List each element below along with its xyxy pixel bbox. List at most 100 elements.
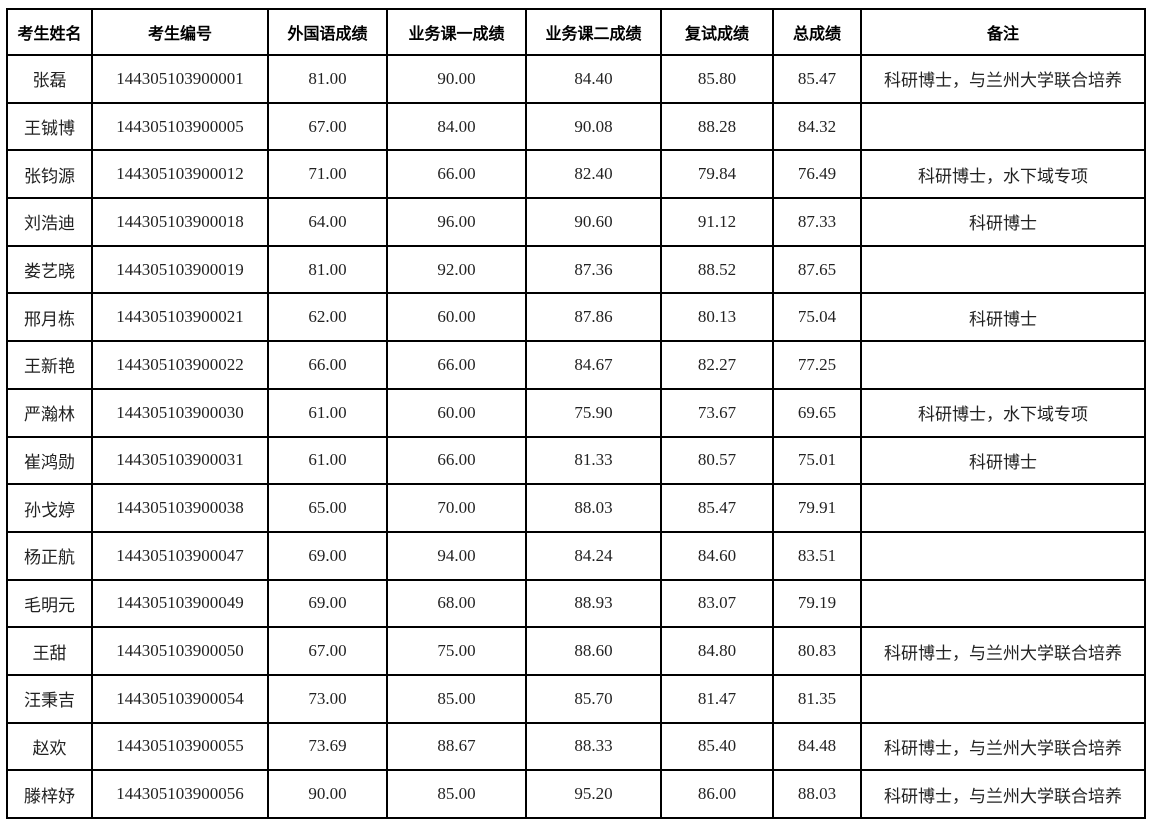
cell-id: 144305103900050 (91, 626, 269, 676)
cell-retest: 80.13 (660, 292, 774, 343)
cell-subject-1: 60.00 (386, 292, 527, 343)
cell-subject-1: 68.00 (386, 578, 527, 629)
table-row: 孙戈婷 144305103900038 65.00 70.00 88.03 85.47 79… (6, 483, 1146, 533)
cell-foreign-language: 67.00 (267, 626, 388, 676)
cell-remark (860, 244, 1146, 295)
cell-retest: 85.40 (660, 721, 774, 772)
cell-id: 144305103900001 (91, 54, 269, 104)
table-row: 娄艺晓 144305103900019 81.00 92.00 87.36 88.52 87… (6, 244, 1146, 295)
cell-id: 144305103900022 (91, 340, 269, 390)
cell-retest: 80.57 (660, 435, 774, 486)
cell-id: 144305103900049 (91, 578, 269, 629)
cell-subject-2: 81.33 (525, 435, 662, 486)
cell-subject-2: 87.86 (525, 292, 662, 343)
cell-remark (860, 340, 1146, 390)
cell-id: 144305103900012 (91, 149, 269, 200)
cell-total: 69.65 (772, 387, 862, 438)
cell-subject-1: 90.00 (386, 54, 527, 104)
cell-total: 81.35 (772, 673, 862, 724)
cell-subject-1: 96.00 (386, 197, 527, 247)
header-remark: 备注 (860, 8, 1146, 56)
cell-id: 144305103900038 (91, 483, 269, 533)
header-id: 考生编号 (91, 8, 269, 56)
cell-remark: 科研博士 (860, 292, 1146, 343)
table-row: 汪秉吉 144305103900054 73.00 85.00 85.70 81.47 81… (6, 673, 1146, 724)
cell-retest: 88.28 (660, 101, 774, 152)
cell-total: 87.33 (772, 197, 862, 247)
cell-id: 144305103900019 (91, 244, 269, 295)
cell-name: 王甜 (6, 626, 93, 676)
cell-id: 144305103900030 (91, 387, 269, 438)
header-retest: 复试成绩 (660, 8, 774, 56)
cell-subject-1: 94.00 (386, 530, 527, 581)
header-subject-1: 业务课一成绩 (386, 8, 527, 56)
table-row: 崔鸿勋 144305103900031 61.00 66.00 81.33 80.57 75… (6, 435, 1146, 486)
cell-foreign-language: 90.00 (267, 769, 388, 819)
cell-subject-1: 85.00 (386, 673, 527, 724)
cell-foreign-language: 73.69 (267, 721, 388, 772)
cell-name: 娄艺晓 (6, 244, 93, 295)
header-name: 考生姓名 (6, 8, 93, 56)
cell-total: 87.65 (772, 244, 862, 295)
cell-subject-2: 88.03 (525, 483, 662, 533)
cell-subject-1: 85.00 (386, 769, 527, 819)
cell-retest: 86.00 (660, 769, 774, 819)
cell-id: 144305103900055 (91, 721, 269, 772)
cell-remark: 科研博士，水下域专项 (860, 149, 1146, 200)
cell-id: 144305103900054 (91, 673, 269, 724)
cell-remark (860, 673, 1146, 724)
cell-total: 79.19 (772, 578, 862, 629)
cell-retest: 85.47 (660, 483, 774, 533)
cell-subject-2: 90.08 (525, 101, 662, 152)
table-row: 王甜 144305103900050 67.00 75.00 88.60 84.80 80.… (6, 626, 1146, 676)
cell-total: 83.51 (772, 530, 862, 581)
cell-foreign-language: 81.00 (267, 54, 388, 104)
cell-subject-1: 92.00 (386, 244, 527, 295)
score-table: 考生姓名 考生编号 外国语成绩 业务课一成绩 业务课二成绩 复试成绩 总成绩 备注 张磊 144… (6, 8, 1146, 819)
cell-name: 王铖博 (6, 101, 93, 152)
cell-subject-2: 88.60 (525, 626, 662, 676)
cell-remark: 科研博士，与兰州大学联合培养 (860, 769, 1146, 819)
cell-subject-2: 82.40 (525, 149, 662, 200)
cell-foreign-language: 69.00 (267, 578, 388, 629)
cell-id: 144305103900056 (91, 769, 269, 819)
cell-subject-2: 84.24 (525, 530, 662, 581)
cell-name: 孙戈婷 (6, 483, 93, 533)
cell-subject-1: 60.00 (386, 387, 527, 438)
table-row: 滕梓妤 144305103900056 90.00 85.00 95.20 86.00 88… (6, 769, 1146, 819)
cell-total: 75.01 (772, 435, 862, 486)
cell-subject-2: 88.93 (525, 578, 662, 629)
cell-retest: 88.52 (660, 244, 774, 295)
cell-foreign-language: 67.00 (267, 101, 388, 152)
cell-foreign-language: 62.00 (267, 292, 388, 343)
cell-subject-2: 95.20 (525, 769, 662, 819)
cell-foreign-language: 71.00 (267, 149, 388, 200)
cell-id: 144305103900031 (91, 435, 269, 486)
cell-id: 144305103900047 (91, 530, 269, 581)
cell-subject-1: 88.67 (386, 721, 527, 772)
cell-name: 王新艳 (6, 340, 93, 390)
cell-subject-1: 75.00 (386, 626, 527, 676)
cell-id: 144305103900005 (91, 101, 269, 152)
cell-total: 76.49 (772, 149, 862, 200)
cell-total: 75.04 (772, 292, 862, 343)
cell-name: 滕梓妤 (6, 769, 93, 819)
cell-retest: 81.47 (660, 673, 774, 724)
cell-subject-2: 90.60 (525, 197, 662, 247)
cell-foreign-language: 65.00 (267, 483, 388, 533)
cell-retest: 84.80 (660, 626, 774, 676)
cell-subject-1: 84.00 (386, 101, 527, 152)
cell-total: 84.32 (772, 101, 862, 152)
cell-subject-1: 66.00 (386, 435, 527, 486)
cell-subject-2: 84.67 (525, 340, 662, 390)
cell-foreign-language: 64.00 (267, 197, 388, 247)
cell-foreign-language: 69.00 (267, 530, 388, 581)
cell-remark: 科研博士 (860, 197, 1146, 247)
header-subject-2: 业务课二成绩 (525, 8, 662, 56)
cell-name: 张钧源 (6, 149, 93, 200)
cell-remark: 科研博士 (860, 435, 1146, 486)
cell-remark: 科研博士，与兰州大学联合培养 (860, 626, 1146, 676)
cell-remark: 科研博士，水下域专项 (860, 387, 1146, 438)
cell-remark (860, 101, 1146, 152)
cell-foreign-language: 81.00 (267, 244, 388, 295)
